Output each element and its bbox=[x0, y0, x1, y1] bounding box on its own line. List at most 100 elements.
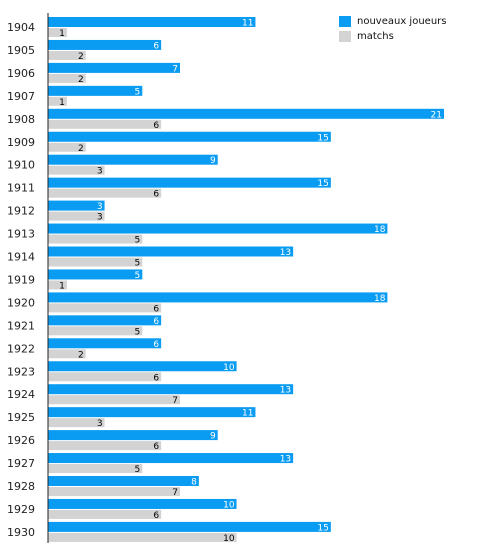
value-label-nouveaux-joueurs: 11 bbox=[242, 409, 253, 419]
value-label-matchs: 6 bbox=[153, 373, 159, 383]
legend-item-nouveaux-joueurs: nouveaux joueurs bbox=[339, 14, 446, 28]
bar-nouveaux-joueurs bbox=[48, 292, 388, 303]
bar-nouveaux-joueurs bbox=[48, 384, 294, 395]
year-label: 1927 bbox=[7, 457, 35, 470]
value-label-matchs: 5 bbox=[135, 259, 141, 269]
legend-item-matchs: matchs bbox=[339, 29, 446, 43]
year-label: 1906 bbox=[7, 67, 35, 80]
year-label: 1929 bbox=[7, 503, 35, 516]
value-label-matchs: 6 bbox=[153, 121, 159, 131]
value-label-nouveaux-joueurs: 8 bbox=[191, 478, 197, 488]
bar-matchs bbox=[48, 234, 143, 244]
year-label: 1926 bbox=[7, 434, 35, 447]
year-label: 1911 bbox=[7, 182, 35, 195]
legend-swatch-matchs bbox=[339, 30, 351, 42]
value-label-matchs: 6 bbox=[153, 511, 159, 521]
year-label: 1919 bbox=[7, 273, 35, 286]
value-label-nouveaux-joueurs: 6 bbox=[153, 317, 159, 327]
value-label-matchs: 5 bbox=[135, 465, 141, 475]
value-label-nouveaux-joueurs: 10 bbox=[223, 500, 235, 510]
bar-nouveaux-joueurs bbox=[48, 498, 237, 509]
bar-nouveaux-joueurs bbox=[48, 17, 256, 27]
year-label: 1905 bbox=[7, 44, 35, 57]
value-label-nouveaux-joueurs: 15 bbox=[317, 133, 328, 143]
bar-matchs bbox=[48, 326, 143, 336]
legend: nouveaux joueurs matchs bbox=[339, 14, 446, 44]
bar-nouveaux-joueurs bbox=[48, 407, 256, 418]
bar-matchs bbox=[48, 28, 67, 37]
bar-matchs bbox=[48, 441, 162, 451]
value-label-matchs: 6 bbox=[153, 190, 159, 200]
year-label: 1914 bbox=[7, 251, 35, 264]
value-label-nouveaux-joueurs: 9 bbox=[210, 432, 216, 442]
year-label: 1921 bbox=[7, 319, 35, 332]
bar-matchs bbox=[48, 509, 162, 519]
bar-matchs bbox=[48, 349, 86, 359]
value-label-nouveaux-joueurs: 7 bbox=[172, 64, 178, 74]
value-label-nouveaux-joueurs: 15 bbox=[317, 523, 328, 533]
year-label: 1913 bbox=[7, 228, 35, 241]
value-label-matchs: 2 bbox=[78, 144, 84, 154]
bar-nouveaux-joueurs bbox=[48, 361, 237, 372]
bar-nouveaux-joueurs bbox=[48, 62, 180, 73]
year-label: 1910 bbox=[7, 159, 35, 172]
bar-nouveaux-joueurs bbox=[48, 338, 162, 349]
bar-nouveaux-joueurs bbox=[48, 200, 105, 211]
legend-swatch-nouveaux-joueurs bbox=[339, 15, 351, 27]
year-label: 1930 bbox=[7, 526, 35, 539]
year-label: 1907 bbox=[7, 90, 35, 103]
bar-nouveaux-joueurs bbox=[48, 315, 162, 326]
bar-nouveaux-joueurs bbox=[48, 39, 162, 50]
bar-nouveaux-joueurs bbox=[48, 131, 331, 142]
legend-label-matchs: matchs bbox=[357, 30, 394, 42]
bar-matchs bbox=[48, 303, 162, 313]
bar-matchs bbox=[48, 50, 86, 60]
year-label: 1922 bbox=[7, 342, 35, 355]
value-label-matchs: 5 bbox=[135, 327, 141, 337]
bar-nouveaux-joueurs bbox=[48, 453, 294, 464]
bar-matchs bbox=[48, 211, 105, 221]
value-label-matchs: 1 bbox=[59, 29, 65, 39]
bar-nouveaux-joueurs bbox=[48, 269, 143, 280]
bar-matchs bbox=[48, 532, 237, 542]
year-label: 1909 bbox=[7, 136, 35, 149]
value-label-nouveaux-joueurs: 13 bbox=[280, 386, 291, 396]
bar-matchs bbox=[48, 257, 143, 267]
bar-matchs bbox=[48, 73, 86, 83]
value-label-matchs: 1 bbox=[59, 98, 65, 108]
value-label-matchs: 7 bbox=[172, 396, 178, 406]
value-label-nouveaux-joueurs: 3 bbox=[97, 202, 103, 212]
value-label-matchs: 5 bbox=[135, 236, 141, 246]
year-label: 1912 bbox=[7, 205, 35, 218]
value-label-nouveaux-joueurs: 6 bbox=[153, 41, 159, 51]
value-label-matchs: 2 bbox=[78, 75, 84, 85]
value-label-matchs: 2 bbox=[78, 52, 84, 62]
value-label-nouveaux-joueurs: 13 bbox=[280, 248, 291, 258]
value-label-matchs: 10 bbox=[223, 534, 235, 544]
year-label: 1923 bbox=[7, 365, 35, 378]
bar-matchs bbox=[48, 372, 162, 382]
bar-matchs bbox=[48, 119, 162, 129]
value-label-nouveaux-joueurs: 10 bbox=[223, 363, 235, 373]
bar-nouveaux-joueurs bbox=[48, 154, 218, 165]
value-label-nouveaux-joueurs: 21 bbox=[431, 110, 442, 120]
value-label-matchs: 3 bbox=[97, 167, 103, 177]
bar-nouveaux-joueurs bbox=[48, 476, 199, 486]
value-label-matchs: 7 bbox=[172, 488, 178, 498]
value-label-matchs: 6 bbox=[153, 442, 159, 452]
bar-matchs bbox=[48, 280, 67, 290]
bar-matchs bbox=[48, 395, 180, 405]
bar-matchs bbox=[48, 487, 180, 496]
bar-nouveaux-joueurs bbox=[48, 521, 331, 532]
bar-matchs bbox=[48, 142, 86, 152]
bar-matchs bbox=[48, 188, 162, 198]
bar-nouveaux-joueurs bbox=[48, 108, 444, 119]
value-label-matchs: 3 bbox=[97, 419, 103, 429]
year-label: 1924 bbox=[7, 388, 35, 401]
bar-matchs bbox=[48, 96, 67, 106]
value-label-nouveaux-joueurs: 5 bbox=[135, 87, 141, 97]
bar-matchs bbox=[48, 165, 105, 175]
year-label: 1925 bbox=[7, 411, 35, 424]
year-label: 1908 bbox=[7, 113, 35, 126]
